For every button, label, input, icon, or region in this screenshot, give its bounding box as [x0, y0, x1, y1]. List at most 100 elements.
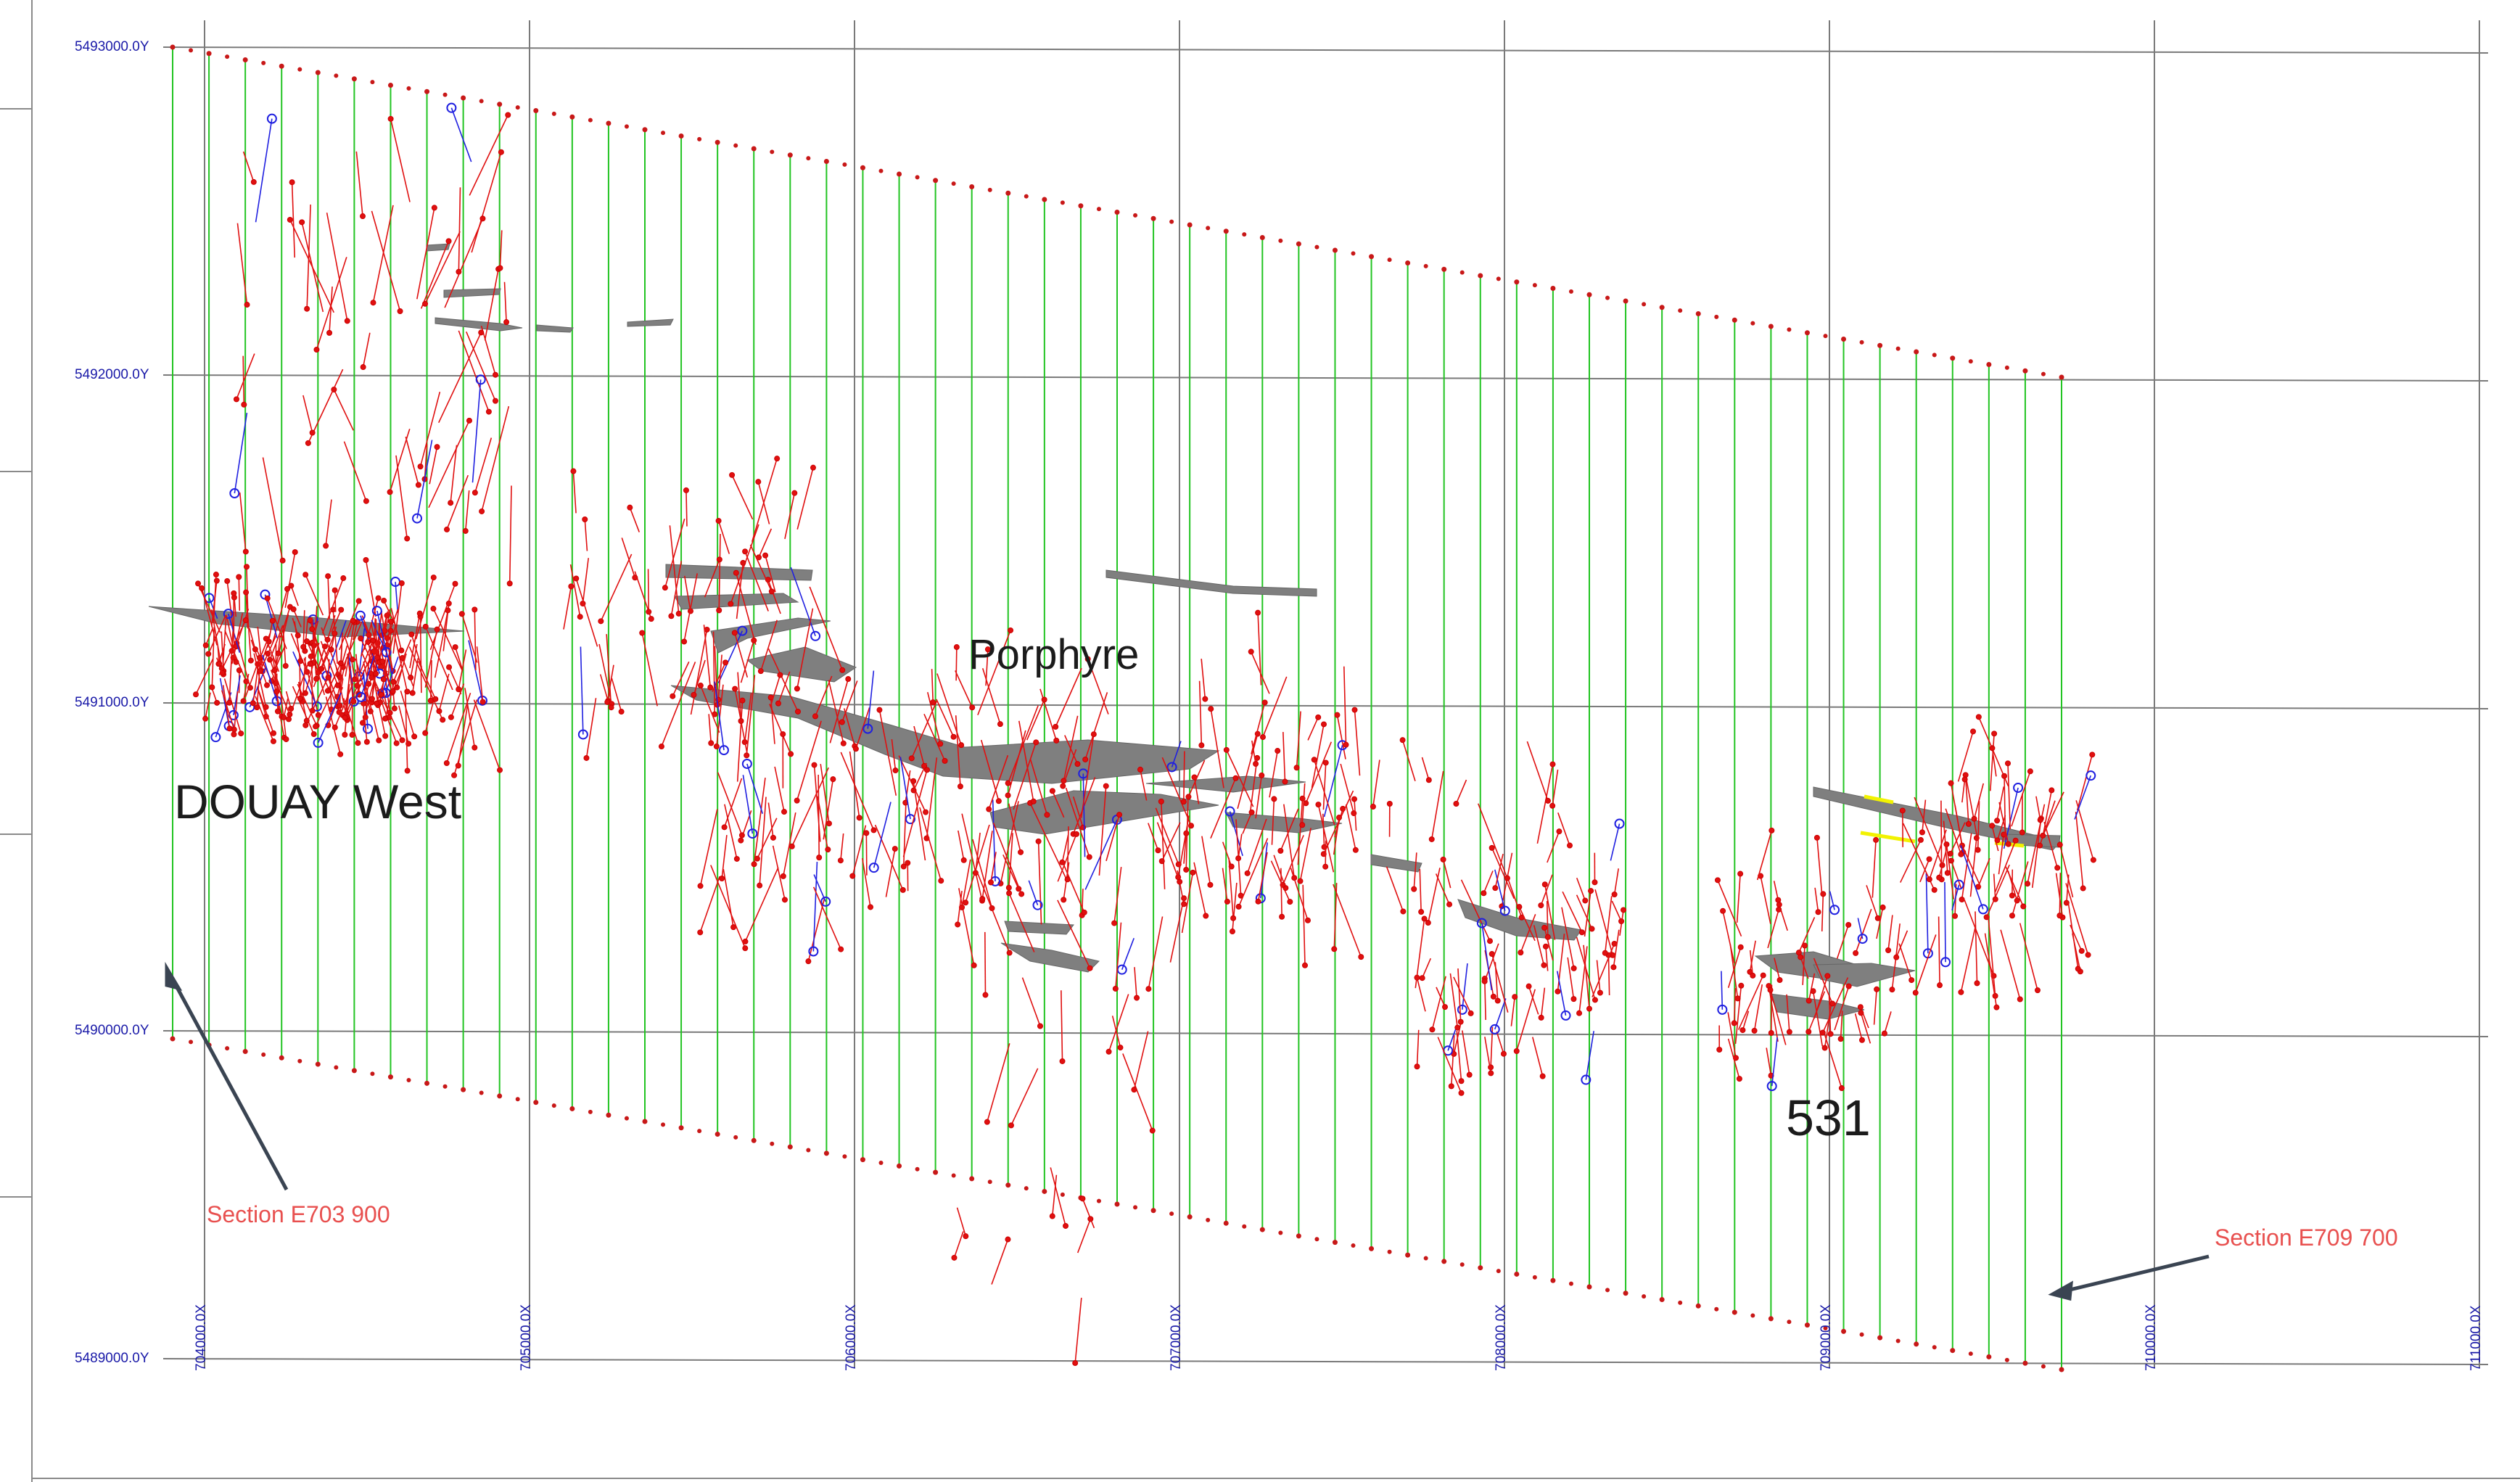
drillhole-trace [1262, 676, 1288, 738]
drillhole-collar [1912, 989, 1919, 996]
drillhole-collar [1874, 915, 1881, 921]
drillhole-collar [840, 740, 847, 746]
section-endpoint-dot [1750, 1313, 1755, 1318]
drillhole-trace [717, 630, 744, 683]
drillhole-trace [1161, 757, 1192, 826]
drillhole-trace [211, 627, 215, 688]
drillhole-trace [891, 738, 897, 771]
drillhole-collar [1776, 977, 1783, 984]
drillhole-collar [1224, 898, 1230, 905]
section-endpoint-dot [770, 149, 775, 155]
section-endpoint-dot [351, 1068, 357, 1074]
drillhole-collar [852, 746, 859, 752]
drillhole-collar [2009, 892, 2015, 899]
drillhole-collar [305, 440, 311, 446]
drillhole-collar [398, 647, 405, 654]
section-endpoint-dot [1642, 302, 1647, 307]
drillhole-trace [809, 586, 843, 671]
drillhole-collar [1611, 892, 1618, 898]
section-endpoint-dot [1133, 213, 1138, 218]
section-endpoint-dot [1206, 1217, 1211, 1222]
drillhole-collar [1974, 980, 1980, 987]
drillhole-collar [202, 715, 209, 722]
drillhole-collar [908, 755, 915, 762]
drillhole-trace [1965, 781, 1969, 824]
drillhole-trace [1226, 749, 1254, 807]
section-endpoint-dot [1206, 226, 1211, 231]
drillhole-trace [258, 688, 274, 733]
drillhole-collar [2040, 832, 2046, 839]
drillhole-trace [913, 762, 928, 791]
section-endpoint-dot [2004, 1357, 2009, 1362]
drillhole-collar [443, 760, 450, 767]
drillhole-trace [1964, 900, 1995, 976]
drillhole-collar [808, 946, 819, 957]
drillhole-trace [1544, 927, 1554, 961]
drillhole-collar [1858, 1037, 1865, 1043]
section-endpoint-dot [1787, 1320, 1792, 1325]
section-endpoint-dot [206, 51, 212, 57]
drillhole-trace [411, 634, 423, 668]
drillhole-collar [867, 904, 873, 910]
drillhole-trace [1484, 1037, 1492, 1074]
drillhole-collar [1760, 972, 1766, 979]
section-endpoint-dot [1678, 1300, 1683, 1305]
drillhole-collar [1486, 938, 1493, 944]
drillhole-trace [867, 670, 875, 729]
section-endpoint-dot [1768, 324, 1774, 329]
drillhole-collar [382, 733, 389, 739]
section-endpoint-dot [170, 44, 176, 50]
drillhole-trace [751, 458, 778, 542]
drillhole-trace [1323, 745, 1343, 818]
drillhole-trace [424, 231, 461, 305]
drillhole-trace [981, 668, 1001, 725]
drillhole-collar [1768, 827, 1775, 833]
section-endpoint-dot [1150, 215, 1156, 221]
drillhole-collar [742, 548, 749, 555]
drillhole-trace [363, 643, 372, 704]
ore-zone-porphyre-main [670, 685, 1220, 784]
drillhole-collar [2004, 760, 2011, 767]
drillhole-trace [936, 699, 955, 738]
drillhole-trace [1518, 906, 1536, 942]
drillhole-trace [234, 597, 237, 617]
drillhole-collar [744, 752, 750, 759]
section-endpoint-dot [1423, 263, 1428, 268]
drillhole-trace [1082, 773, 1086, 857]
drillhole-collar [1315, 714, 1322, 720]
drillhole-trace [919, 807, 942, 881]
drillhole-collar [1481, 978, 1488, 984]
x-axis-label: 710000.0X [2144, 1304, 2159, 1371]
drillhole-collar [244, 302, 250, 308]
drillhole-collar [1059, 1058, 1066, 1064]
section-endpoint-dot [170, 1036, 176, 1042]
drillhole-collar [226, 725, 233, 732]
drillhole-trace [1578, 946, 1588, 1013]
drillhole-collar [295, 632, 301, 638]
drillhole-trace [1333, 883, 1338, 950]
drillhole-collar [979, 896, 986, 902]
drillhole-collar [431, 205, 437, 211]
drillhole-trace [1760, 876, 1771, 924]
drillhole-collar [691, 691, 697, 698]
drillhole-collar [816, 855, 823, 861]
drillhole-collar [242, 548, 249, 555]
section-endpoint-dot [2022, 368, 2028, 374]
drillhole-collar [1829, 905, 1840, 915]
ore-zone-porphyre-8 [1004, 921, 1074, 935]
drillhole-collar [1224, 806, 1235, 817]
drillhole-collar [1429, 1026, 1436, 1033]
drillhole-trace [1734, 985, 1742, 1045]
section-label-end: Section E709 700 [2215, 1224, 2398, 1251]
drillhole-collar [951, 1254, 958, 1261]
drillhole-trace [1008, 803, 1021, 853]
section-endpoint-dot [189, 1040, 194, 1045]
drillhole-trace [1829, 891, 1835, 910]
drillhole-trace [2059, 844, 2074, 898]
drillhole-trace [2076, 754, 2093, 811]
drillhole-trace [1742, 1010, 1750, 1031]
drillhole-collar [337, 702, 343, 709]
section-endpoint-dot [297, 1058, 302, 1063]
drillhole-collar [627, 504, 633, 511]
drillhole-collar [794, 686, 800, 692]
